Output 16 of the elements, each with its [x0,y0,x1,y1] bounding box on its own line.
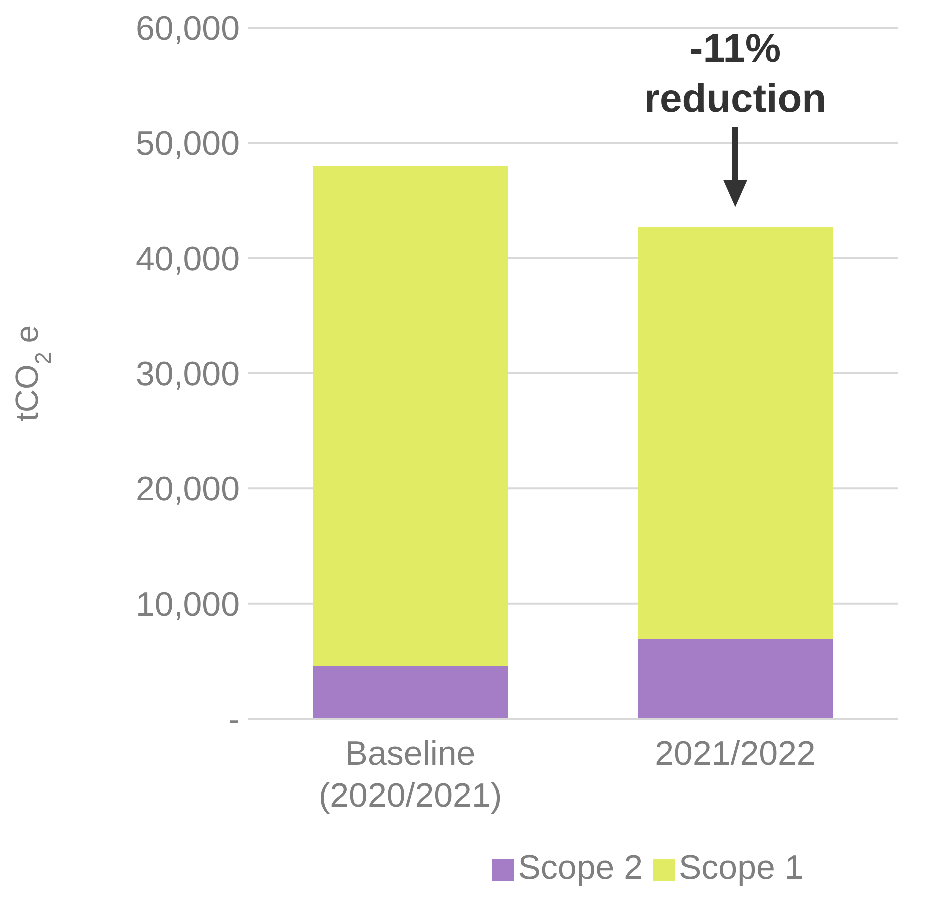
y-tick-label: 20,000 [136,470,240,509]
bar [313,166,508,666]
y-tick-label: - [228,701,240,740]
legend-label: Scope 2 [518,849,643,887]
y-tick-label: 10,000 [136,586,240,624]
y-tick-label: 50,000 [136,125,240,164]
y-tick-label: 30,000 [136,356,240,394]
bar [638,640,833,719]
x-tick-label: 2021/2022 [655,735,816,773]
bar [638,227,833,640]
annotation: -11% reduction [644,27,827,122]
x-tick-label: Baseline (2020/2021) [318,735,502,815]
bar [313,666,508,719]
y-tick-label: 40,000 [136,240,240,278]
y-tick-label: 60,000 [136,10,240,48]
legend-label: Scope 1 [679,849,804,887]
